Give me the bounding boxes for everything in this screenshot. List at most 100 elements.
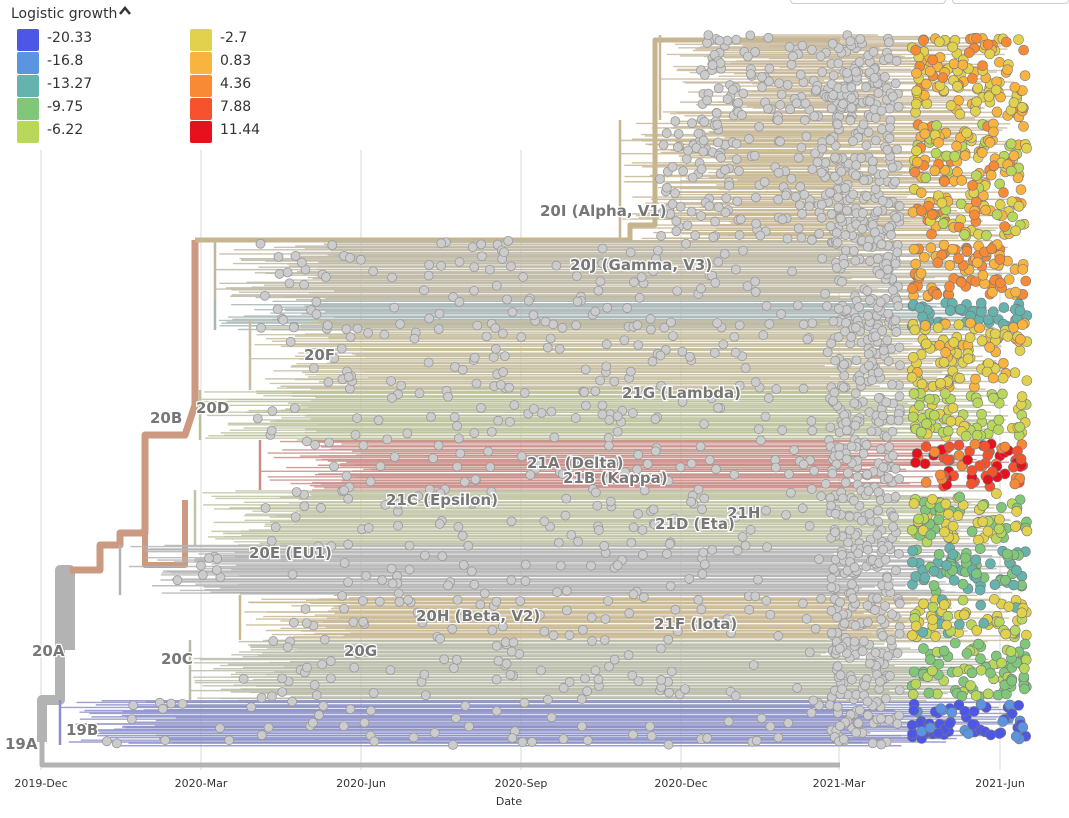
tip — [597, 258, 608, 269]
tip — [825, 135, 836, 145]
tip — [561, 605, 572, 616]
tip — [645, 313, 656, 324]
tip — [764, 76, 774, 87]
tip — [867, 375, 877, 386]
tip — [817, 67, 828, 78]
tip — [800, 98, 811, 109]
tip — [991, 106, 1003, 118]
tip — [876, 105, 887, 116]
tip — [829, 171, 840, 182]
tip — [763, 32, 774, 43]
tip — [601, 361, 612, 372]
tip — [661, 182, 672, 193]
legend-swatch — [17, 29, 39, 51]
tip — [966, 667, 978, 679]
tip — [671, 226, 682, 237]
tip — [355, 254, 366, 265]
tip — [921, 78, 932, 90]
tip — [1016, 391, 1028, 402]
tip — [667, 161, 678, 172]
tip — [798, 459, 809, 470]
tip — [321, 272, 331, 282]
tip — [1006, 675, 1018, 687]
tip — [833, 192, 843, 203]
tip — [650, 446, 661, 457]
tip — [448, 663, 459, 673]
tip — [873, 516, 883, 527]
tip — [975, 699, 987, 710]
tip — [601, 476, 612, 487]
tip — [839, 618, 850, 629]
tip — [713, 83, 724, 94]
tip — [911, 156, 923, 168]
tip — [891, 565, 901, 576]
tip — [890, 463, 901, 474]
tip — [997, 388, 1008, 400]
tip — [807, 425, 818, 436]
tip — [775, 100, 786, 110]
tip — [774, 78, 785, 89]
tip — [751, 218, 761, 229]
tip — [608, 456, 619, 467]
tip — [797, 40, 808, 51]
tip — [858, 119, 869, 130]
tip — [933, 514, 944, 525]
tip — [704, 201, 715, 211]
tip — [909, 166, 921, 178]
tip — [842, 68, 852, 78]
tip — [980, 204, 991, 216]
tip — [878, 544, 889, 555]
tip — [952, 510, 964, 521]
tip — [961, 127, 972, 139]
tip — [527, 737, 537, 747]
tip — [974, 460, 986, 471]
tip — [646, 324, 656, 335]
tip — [272, 304, 283, 315]
tip — [987, 306, 999, 318]
tip — [659, 322, 670, 333]
tip — [826, 627, 837, 638]
tip — [656, 643, 666, 654]
tip — [828, 70, 839, 81]
tip — [894, 391, 905, 402]
tip — [361, 570, 372, 581]
tip — [686, 496, 697, 507]
tip — [393, 588, 404, 599]
tip — [915, 426, 927, 438]
tip — [907, 283, 918, 294]
tip — [918, 35, 929, 46]
tip — [712, 318, 723, 328]
clade-label: 20A — [32, 642, 65, 660]
tip — [501, 658, 512, 669]
tip — [840, 326, 850, 337]
tip — [661, 128, 672, 139]
tip — [933, 658, 945, 670]
tip — [282, 267, 293, 278]
tip — [814, 228, 825, 239]
tip — [268, 636, 279, 646]
chevron-up-icon[interactable] — [118, 4, 132, 22]
tip — [687, 118, 697, 129]
tip — [506, 575, 517, 586]
tip — [301, 436, 312, 447]
tip — [491, 706, 502, 716]
tip — [696, 283, 706, 294]
tip — [967, 180, 978, 191]
tip — [894, 628, 905, 639]
tip — [386, 563, 397, 574]
tip — [920, 441, 932, 452]
tip — [597, 400, 608, 411]
tip — [891, 212, 902, 223]
tip — [472, 320, 483, 331]
tip — [786, 487, 796, 498]
tip — [873, 487, 884, 497]
tip — [757, 72, 767, 82]
tip — [571, 271, 582, 282]
tip — [833, 303, 844, 314]
tip — [157, 703, 168, 714]
tip — [290, 511, 301, 522]
trunk-branch — [39, 742, 840, 768]
tip — [996, 502, 1007, 513]
tip — [469, 428, 480, 438]
tip — [730, 512, 741, 522]
